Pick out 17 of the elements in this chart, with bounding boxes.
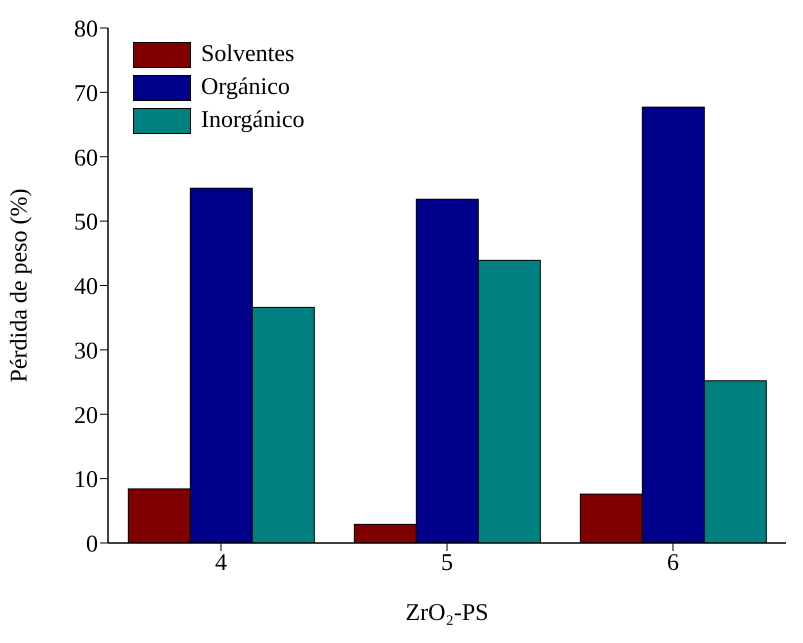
y-tick-label: 60 [74, 145, 98, 172]
y-tick-label: 70 [74, 80, 98, 107]
legend-label: Inorgánico [201, 107, 305, 134]
y-tick-label: 80 [74, 16, 98, 43]
y-tick-label: 0 [86, 532, 98, 558]
y-axis-title: Pérdida de peso (%) [6, 188, 33, 382]
legend-label: Solventes [201, 41, 294, 68]
legend-label: Orgánico [201, 74, 290, 101]
y-tick-label: 10 [74, 467, 98, 494]
x-tick-label: 4 [215, 550, 227, 576]
y-tick-label: 20 [74, 402, 98, 429]
y-tick-label: 50 [74, 210, 98, 236]
x-tick-label: 5 [441, 550, 453, 576]
y-tick-label: 40 [74, 274, 98, 300]
y-tick-label: 30 [74, 338, 98, 364]
x-axis-title: ZrO₂-PS [405, 600, 489, 626]
x-tick-label: 6 [667, 550, 679, 576]
